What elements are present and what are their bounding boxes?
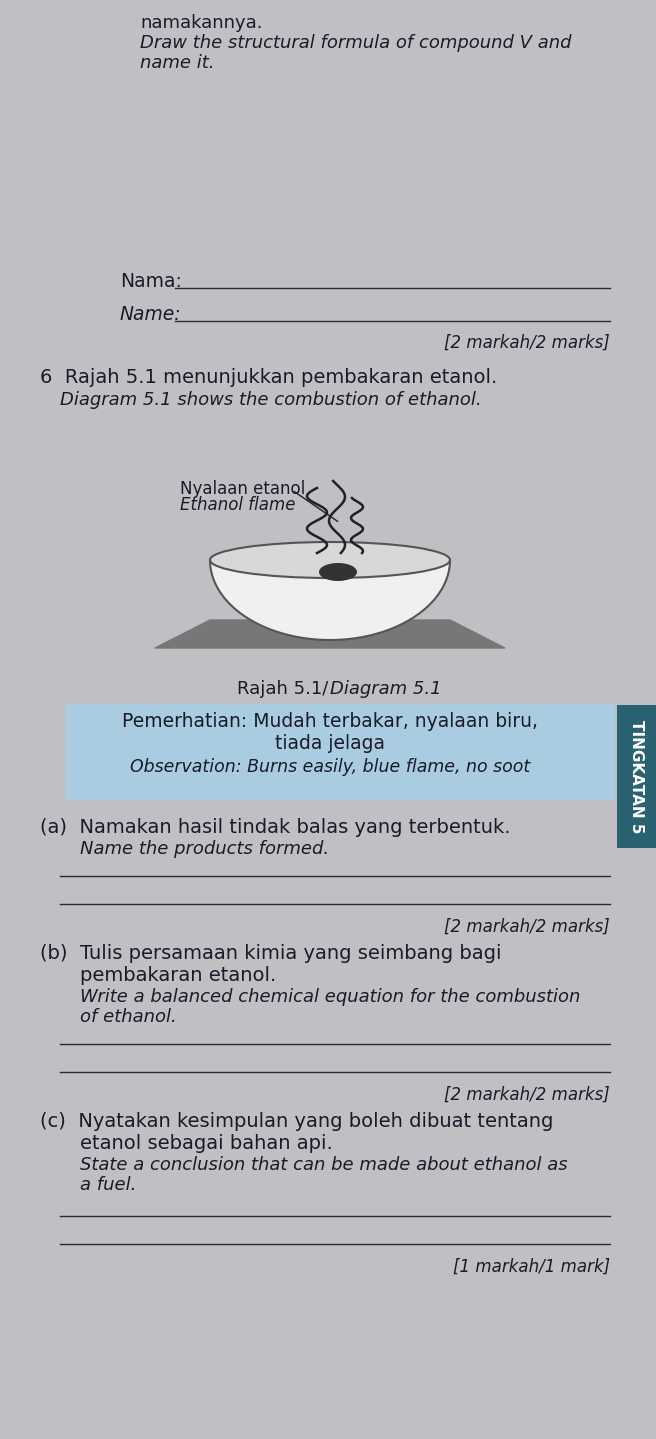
Text: tiada jelaga: tiada jelaga: [275, 734, 385, 753]
Text: Diagram 5.1 shows the combustion of ethanol.: Diagram 5.1 shows the combustion of etha…: [60, 391, 482, 409]
Text: etanol sebagai bahan api.: etanol sebagai bahan api.: [80, 1134, 333, 1153]
FancyBboxPatch shape: [65, 704, 615, 800]
Text: of ethanol.: of ethanol.: [80, 1007, 176, 1026]
Text: Name the products formed.: Name the products formed.: [80, 840, 329, 858]
FancyBboxPatch shape: [617, 705, 656, 848]
Text: Rajah 5.1/: Rajah 5.1/: [237, 681, 328, 698]
Ellipse shape: [319, 563, 357, 581]
Text: [2 markah/2 marks]: [2 markah/2 marks]: [444, 918, 610, 935]
Text: Draw the structural formula of compound V and: Draw the structural formula of compound …: [140, 35, 571, 52]
Polygon shape: [210, 560, 450, 640]
Text: Name:: Name:: [120, 305, 182, 324]
Text: (a)  Namakan hasil tindak balas yang terbentuk.: (a) Namakan hasil tindak balas yang terb…: [40, 817, 510, 837]
Text: Nyalaan etanol: Nyalaan etanol: [180, 481, 305, 498]
Text: Diagram 5.1: Diagram 5.1: [330, 681, 441, 698]
Ellipse shape: [210, 543, 450, 578]
Text: [2 markah/2 marks]: [2 markah/2 marks]: [444, 1086, 610, 1104]
Text: State a conclusion that can be made about ethanol as: State a conclusion that can be made abou…: [80, 1156, 567, 1174]
Text: a fuel.: a fuel.: [80, 1176, 136, 1194]
Text: [1 markah/1 mark]: [1 markah/1 mark]: [453, 1258, 610, 1276]
Text: TINGKATAN 5: TINGKATAN 5: [629, 720, 644, 833]
Text: namakannya.: namakannya.: [140, 14, 262, 32]
Text: (c)  Nyatakan kesimpulan yang boleh dibuat tentang: (c) Nyatakan kesimpulan yang boleh dibua…: [40, 1112, 554, 1131]
Text: (b)  Tulis persamaan kimia yang seimbang bagi: (b) Tulis persamaan kimia yang seimbang …: [40, 944, 501, 963]
Text: Ethanol flame: Ethanol flame: [180, 496, 295, 514]
Text: Pemerhatian: Mudah terbakar, nyalaan biru,: Pemerhatian: Mudah terbakar, nyalaan bir…: [122, 712, 538, 731]
Text: [2 markah/2 marks]: [2 markah/2 marks]: [444, 334, 610, 353]
Text: Write a balanced chemical equation for the combustion: Write a balanced chemical equation for t…: [80, 989, 581, 1006]
Text: Observation: Burns easily, blue flame, no soot: Observation: Burns easily, blue flame, n…: [130, 758, 530, 776]
Polygon shape: [155, 620, 505, 648]
Text: Nama:: Nama:: [120, 272, 182, 291]
Text: pembakaran etanol.: pembakaran etanol.: [80, 966, 276, 986]
Text: name it.: name it.: [140, 55, 215, 72]
Text: 6  Rajah 5.1 menunjukkan pembakaran etanol.: 6 Rajah 5.1 menunjukkan pembakaran etano…: [40, 368, 497, 387]
